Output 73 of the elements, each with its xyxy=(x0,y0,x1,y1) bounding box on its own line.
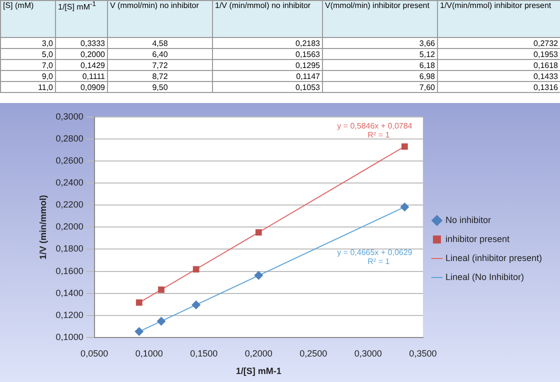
text: 0,2732 xyxy=(438,38,560,48)
point xyxy=(192,266,200,272)
text: 0,1111 xyxy=(56,70,108,82)
x-tick-label: 0,0500 xyxy=(80,348,108,358)
y-tick-label: 0,1000 xyxy=(56,332,84,342)
text: 0,1433 xyxy=(438,70,560,82)
legend-label: No inhibitor xyxy=(445,214,491,225)
point xyxy=(400,202,410,212)
y-tick-label: 0,1400 xyxy=(56,288,84,298)
annotation: y = 0,5846x + 0,0784 xyxy=(337,122,413,131)
annotation: R² = 1 xyxy=(368,130,390,140)
point xyxy=(136,299,142,306)
legend-label: inhibitor present xyxy=(445,234,510,244)
text: 7,60 xyxy=(322,82,438,92)
x-tick-label: 0,3000 xyxy=(354,348,382,358)
text: 5,0 xyxy=(0,48,56,60)
text: 7,0 xyxy=(0,60,56,70)
text: V (mmol/min) no inhibitor xyxy=(108,0,212,38)
x-tick-label: 0,2500 xyxy=(300,348,328,358)
y-tick-label: 0,2000 xyxy=(56,222,84,232)
text: 4,58 xyxy=(108,38,212,48)
y-axis-title: 1/V (min/mmol) xyxy=(38,194,48,260)
text: 11,0 xyxy=(0,82,56,92)
text: 9,0 xyxy=(0,70,56,82)
x-axis-title: 1/[S] mM-1 xyxy=(236,366,282,376)
text: 1/V (min/mmol) no inhibitor xyxy=(212,0,322,38)
text: [S] (mM) xyxy=(0,0,56,38)
text: 0,1295 xyxy=(212,60,322,70)
point xyxy=(192,300,201,310)
point xyxy=(254,270,264,280)
text: 0,2183 xyxy=(212,38,322,48)
text: 0,1316 xyxy=(438,82,560,92)
text: 1/[S] mM$^{-1}$ xyxy=(56,0,108,38)
point xyxy=(156,316,166,326)
text: 0,1563 xyxy=(212,48,322,60)
text: 7,72 xyxy=(108,60,212,70)
point xyxy=(158,286,164,293)
y-tick-label: 0,1200 xyxy=(56,310,84,320)
text: V(mmol/min) inhibitor present xyxy=(322,0,438,38)
annotation: R² = 1 xyxy=(368,257,390,266)
text: 6,40 xyxy=(108,48,212,60)
text: 9,50 xyxy=(108,82,212,92)
y-tick-label: 0,2200 xyxy=(56,200,84,210)
text: 1/V(min/mmol) inhibitor present xyxy=(438,0,560,38)
point xyxy=(401,143,408,150)
text: 6,98 xyxy=(322,70,438,82)
text: 6,18 xyxy=(322,60,438,70)
text: 0,0909 xyxy=(56,82,108,92)
annotation: y = 0,4665x + 0,0629 xyxy=(337,248,413,258)
text: 0,1618 xyxy=(438,60,560,70)
text: 0,1053 xyxy=(212,82,322,92)
y-tick-label: 0,2800 xyxy=(56,134,84,144)
point xyxy=(255,229,262,236)
y-tick-label: 0,2600 xyxy=(56,156,84,166)
x-tick-label: 0,1000 xyxy=(135,348,163,358)
text: 0,1429 xyxy=(56,60,108,70)
y-tick-label: 0,1600 xyxy=(56,266,84,276)
legend-label: Lineal (No Inhibitor) xyxy=(445,272,524,282)
text: 0,1953 xyxy=(438,48,560,60)
text: 5,12 xyxy=(322,48,438,60)
legend-label: Lineal (inhibitor present) xyxy=(445,252,542,263)
y-tick-label: 0,1800 xyxy=(56,244,84,254)
x-tick-label: 0,3500 xyxy=(409,348,437,358)
point xyxy=(134,327,144,336)
y-tick-label: 0,3000 xyxy=(56,111,84,122)
text: 3,0 xyxy=(0,38,56,48)
text: 8,72 xyxy=(108,70,212,82)
y-tick-label: 0,2400 xyxy=(56,178,84,188)
x-tick-label: 0,1500 xyxy=(190,348,218,358)
text: 3,66 xyxy=(322,38,438,48)
x-tick-label: 0,2000 xyxy=(244,348,272,358)
text: 0,3333 xyxy=(56,38,108,48)
text: 0,1147 xyxy=(212,70,322,82)
